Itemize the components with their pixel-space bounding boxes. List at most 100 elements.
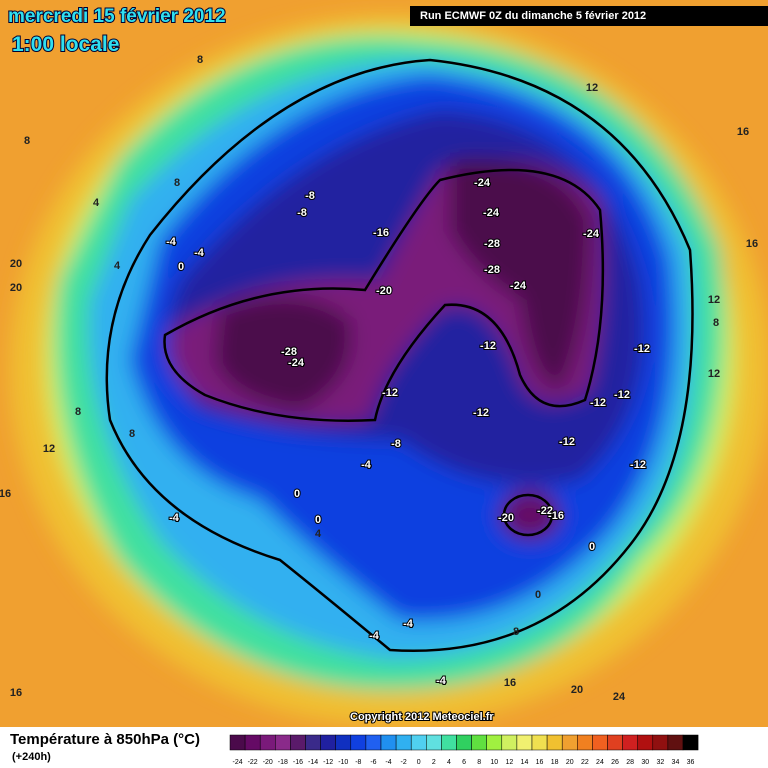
colorbar-tick-label: -12 bbox=[323, 759, 333, 766]
contour-label: -28 bbox=[484, 264, 500, 276]
contour-label: -20 bbox=[376, 285, 392, 297]
colorbar-tick-label: -16 bbox=[293, 759, 303, 766]
contour-label: -24 bbox=[483, 207, 500, 219]
contour-label: -20 bbox=[498, 512, 514, 524]
contour-label: 8 bbox=[24, 135, 30, 147]
colorbar-swatch bbox=[350, 734, 367, 751]
colorbar-swatch bbox=[471, 734, 487, 751]
contour-label: 8 bbox=[713, 317, 719, 329]
contour-label: 8 bbox=[129, 428, 135, 440]
colorbar-tick-label: 28 bbox=[626, 759, 634, 766]
contour-label: 20 bbox=[571, 684, 583, 696]
contour-label: 16 bbox=[10, 687, 22, 699]
contour-label: 16 bbox=[746, 238, 758, 250]
colorbar-swatch bbox=[682, 734, 699, 751]
contour-label: -24 bbox=[474, 177, 491, 189]
contour-label: -4 bbox=[166, 236, 177, 248]
contour-label: -12 bbox=[559, 436, 575, 448]
contour-label: 20 bbox=[10, 282, 22, 294]
run-label: Run ECMWF 0Z du dimanche 5 février 2012 bbox=[420, 10, 646, 22]
map-date: mercredi 15 février 2012 bbox=[8, 6, 226, 27]
colorbar-swatch bbox=[546, 734, 563, 751]
copyright: Copyright 2012 Meteociel.fr bbox=[350, 711, 494, 723]
colorbar-swatch bbox=[456, 734, 472, 751]
contour-label: 0 bbox=[535, 589, 541, 601]
colorbar-tick-label: 34 bbox=[672, 759, 680, 766]
colorbar-swatch bbox=[637, 734, 654, 751]
contour-label: -12 bbox=[634, 343, 650, 355]
colorbar-tick-label: 16 bbox=[536, 759, 544, 766]
colorbar-tick-label: 32 bbox=[656, 759, 664, 766]
contour-label: -28 bbox=[484, 238, 500, 250]
colorbar-swatch bbox=[365, 734, 382, 751]
colorbar-tick-label: 36 bbox=[687, 759, 695, 766]
contour-label: 8 bbox=[75, 406, 81, 418]
colorbar-tick-label: 0 bbox=[417, 759, 421, 766]
colorbar-swatch bbox=[622, 734, 638, 751]
colorbar-swatch bbox=[607, 734, 623, 751]
contour-label: 16 bbox=[0, 488, 11, 500]
contour-label: -12 bbox=[480, 340, 496, 352]
contour-label: 12 bbox=[708, 294, 720, 306]
contour-label: 0 bbox=[178, 261, 184, 273]
colorbar-tick-label: 2 bbox=[432, 759, 436, 766]
colorbar-tick-label: 24 bbox=[596, 759, 604, 766]
colorbar-tick-label: -8 bbox=[355, 759, 361, 766]
contour-label: -4 bbox=[361, 459, 372, 471]
colorbar-swatch bbox=[501, 734, 518, 751]
contour-label: -8 bbox=[297, 207, 307, 219]
colorbar-swatch bbox=[652, 734, 669, 751]
run-banner bbox=[410, 6, 768, 26]
contour-label: -24 bbox=[288, 357, 305, 369]
contour-labels: -24-24-16 -24-28-28-24-20-28-24-12 -12-12-… bbox=[0, 54, 758, 703]
colorbar-tick-label: -4 bbox=[385, 759, 391, 766]
contour-label: -12 bbox=[473, 407, 489, 419]
contour-label: 4 bbox=[315, 528, 322, 540]
contour-label: 0 bbox=[315, 514, 321, 526]
colorbar-swatch bbox=[577, 734, 593, 751]
contour-label: 20 bbox=[10, 258, 22, 270]
colorbar-swatch bbox=[335, 734, 352, 751]
colorbar-tick-label: 30 bbox=[641, 759, 649, 766]
contour-label: -24 bbox=[583, 228, 600, 240]
colorbar-swatch bbox=[259, 734, 276, 751]
contour-label: 4 bbox=[93, 197, 100, 209]
colorbar-tick-label: -18 bbox=[278, 759, 288, 766]
colorbar-swatch bbox=[229, 734, 246, 751]
colorbar-tick-label: -24 bbox=[232, 759, 242, 766]
contour-label: 24 bbox=[613, 691, 626, 703]
colorbar-tick-label: -6 bbox=[370, 759, 376, 766]
colorbar-tick-label: 22 bbox=[581, 759, 589, 766]
colorbar-swatch bbox=[395, 734, 412, 751]
contour-label: -4 bbox=[369, 630, 380, 642]
contour-label: 8 bbox=[174, 177, 180, 189]
contour-label: -12 bbox=[590, 397, 606, 409]
colorbar-tick-label: 10 bbox=[490, 759, 498, 766]
contour-label: -4 bbox=[194, 247, 205, 259]
colorbar-swatch bbox=[667, 734, 684, 751]
colorbar-tick-label: 6 bbox=[462, 759, 466, 766]
contour-label: 0 bbox=[294, 488, 300, 500]
contour-label: 8 bbox=[513, 626, 519, 638]
colorbar-swatch bbox=[380, 734, 397, 751]
contour-label: -4 bbox=[436, 675, 447, 687]
contour-label: -16 bbox=[548, 510, 564, 522]
contour-label: 0 bbox=[589, 541, 595, 553]
contour-label: -12 bbox=[614, 389, 630, 401]
contour-label: -12 bbox=[630, 459, 646, 471]
colorbar-swatch bbox=[592, 734, 608, 751]
colorbar-swatch bbox=[561, 734, 578, 751]
colorbar-tick-label: 26 bbox=[611, 759, 619, 766]
contour-label: 12 bbox=[43, 443, 55, 455]
contour-label: 16 bbox=[737, 126, 749, 138]
contour-label: -8 bbox=[305, 190, 315, 202]
contour-label: -8 bbox=[391, 438, 401, 450]
legend-subtitle: (+240h) bbox=[12, 751, 51, 763]
colorbar-swatch bbox=[290, 734, 306, 751]
colorbar-swatch bbox=[320, 734, 336, 751]
colorbar-tick-label: 4 bbox=[447, 759, 451, 766]
contour-label: -4 bbox=[169, 512, 180, 524]
contour-label: -28 bbox=[281, 346, 297, 358]
contour-label: -22 bbox=[537, 505, 553, 517]
